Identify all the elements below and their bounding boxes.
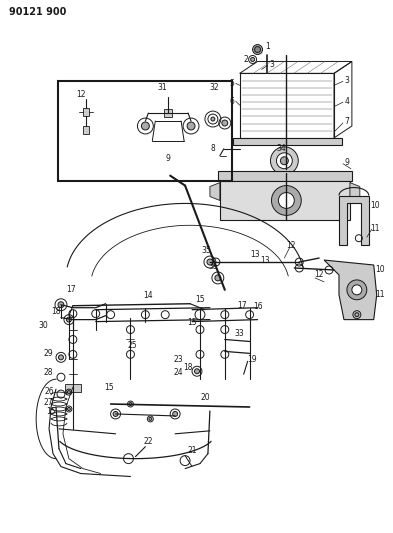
Text: 32: 32 bbox=[209, 83, 219, 92]
Text: 4: 4 bbox=[345, 96, 349, 106]
Circle shape bbox=[173, 411, 178, 416]
Text: 3: 3 bbox=[269, 60, 274, 69]
Text: 10: 10 bbox=[370, 201, 380, 210]
Text: 28: 28 bbox=[43, 368, 53, 377]
Circle shape bbox=[66, 317, 72, 322]
Text: 1: 1 bbox=[265, 42, 270, 51]
Bar bbox=[164, 109, 172, 117]
Text: 33: 33 bbox=[235, 329, 244, 338]
Polygon shape bbox=[210, 183, 220, 200]
Circle shape bbox=[272, 185, 301, 215]
Circle shape bbox=[207, 259, 213, 265]
Text: 7: 7 bbox=[345, 117, 349, 126]
Text: 22: 22 bbox=[143, 437, 153, 446]
Polygon shape bbox=[324, 260, 377, 320]
Text: 9: 9 bbox=[166, 154, 171, 163]
Circle shape bbox=[270, 147, 298, 175]
Circle shape bbox=[278, 192, 294, 208]
Text: 23: 23 bbox=[173, 355, 183, 364]
Text: 6: 6 bbox=[229, 96, 234, 106]
Circle shape bbox=[280, 157, 288, 165]
Text: 17: 17 bbox=[66, 285, 76, 294]
Text: 35: 35 bbox=[201, 246, 211, 255]
Text: 17: 17 bbox=[237, 301, 246, 310]
Polygon shape bbox=[350, 183, 360, 200]
Text: 11: 11 bbox=[375, 290, 384, 300]
Bar bbox=[65, 384, 81, 392]
Circle shape bbox=[187, 122, 195, 130]
Text: 21: 21 bbox=[187, 446, 197, 455]
Text: 20: 20 bbox=[200, 393, 210, 401]
Text: 13: 13 bbox=[260, 255, 269, 264]
Text: 2: 2 bbox=[243, 55, 248, 64]
Text: 15: 15 bbox=[187, 318, 197, 327]
Circle shape bbox=[253, 45, 263, 54]
Text: 35: 35 bbox=[208, 262, 218, 271]
Circle shape bbox=[58, 302, 64, 308]
Text: 9: 9 bbox=[345, 158, 349, 167]
Text: 34: 34 bbox=[277, 144, 286, 154]
Text: 18: 18 bbox=[51, 307, 61, 316]
Text: 29: 29 bbox=[43, 349, 53, 358]
Text: 25: 25 bbox=[128, 341, 137, 350]
Circle shape bbox=[68, 408, 70, 410]
Bar bbox=[233, 138, 342, 145]
Text: 15: 15 bbox=[46, 407, 56, 416]
Circle shape bbox=[251, 58, 255, 61]
Text: 15: 15 bbox=[104, 383, 114, 392]
Circle shape bbox=[113, 411, 118, 416]
Text: 15: 15 bbox=[195, 295, 205, 304]
Circle shape bbox=[355, 313, 359, 317]
Circle shape bbox=[276, 153, 292, 169]
Bar bbox=[58, 82, 232, 181]
Circle shape bbox=[352, 285, 362, 295]
Circle shape bbox=[141, 122, 149, 130]
Text: 30: 30 bbox=[38, 321, 48, 330]
Text: 11: 11 bbox=[370, 224, 380, 233]
Text: 18: 18 bbox=[183, 363, 193, 372]
Circle shape bbox=[255, 46, 261, 53]
Circle shape bbox=[59, 355, 63, 360]
Text: 16: 16 bbox=[253, 302, 263, 311]
Circle shape bbox=[347, 280, 367, 300]
Text: 27: 27 bbox=[43, 398, 53, 407]
Circle shape bbox=[215, 275, 221, 281]
Text: 3: 3 bbox=[345, 76, 349, 85]
Circle shape bbox=[211, 117, 215, 121]
Text: 8: 8 bbox=[210, 144, 215, 154]
Text: 12: 12 bbox=[286, 241, 296, 249]
Text: 12: 12 bbox=[314, 270, 324, 279]
Circle shape bbox=[129, 402, 132, 406]
Text: 90121 900: 90121 900 bbox=[9, 7, 67, 17]
Bar bbox=[218, 171, 352, 181]
Text: 24: 24 bbox=[173, 368, 183, 377]
Text: 19: 19 bbox=[247, 355, 256, 364]
Text: 10: 10 bbox=[375, 265, 384, 274]
Bar bbox=[240, 74, 334, 138]
Bar bbox=[83, 108, 89, 116]
Circle shape bbox=[68, 391, 70, 393]
Text: 31: 31 bbox=[158, 83, 167, 92]
Circle shape bbox=[195, 369, 200, 374]
Bar bbox=[220, 181, 350, 220]
Circle shape bbox=[149, 417, 152, 421]
Text: 12: 12 bbox=[76, 90, 86, 99]
Polygon shape bbox=[339, 196, 369, 245]
Circle shape bbox=[222, 120, 228, 126]
Text: 26: 26 bbox=[44, 386, 54, 395]
Bar bbox=[83, 126, 89, 134]
Text: 13: 13 bbox=[250, 249, 259, 259]
Text: 5: 5 bbox=[229, 79, 234, 88]
Text: 14: 14 bbox=[143, 292, 153, 300]
